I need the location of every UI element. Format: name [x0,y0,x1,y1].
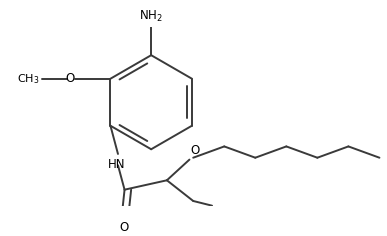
Text: HN: HN [108,158,126,171]
Text: CH$_3$: CH$_3$ [17,72,39,86]
Text: O: O [190,144,200,157]
Text: O: O [119,221,128,234]
Text: NH$_2$: NH$_2$ [139,9,163,24]
Text: O: O [66,72,75,85]
